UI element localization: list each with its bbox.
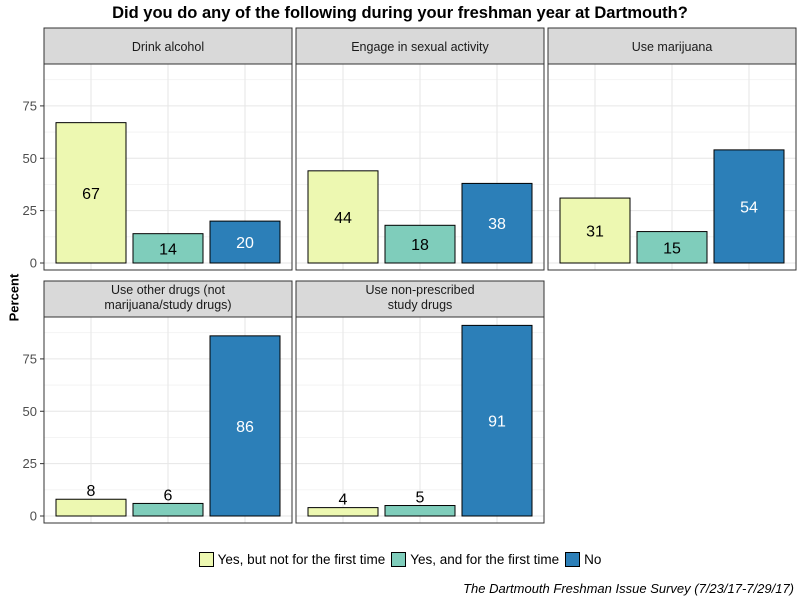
panel-title: Use non-prescribed [365, 283, 474, 297]
bar-yes-first [132, 233, 204, 264]
y-tick-label: 50 [23, 151, 37, 166]
bar-yes-not-first [55, 122, 127, 264]
bar-value-label: 20 [236, 235, 254, 252]
legend-swatch [565, 551, 581, 567]
bar-no [209, 220, 281, 264]
y-tick-label: 0 [30, 509, 37, 524]
panel-strip [43, 280, 293, 318]
legend-label: Yes, but not for the first time [217, 551, 386, 567]
bar-value-label: 38 [488, 216, 506, 233]
bar-value-label: 14 [159, 241, 177, 258]
bar-value-label: 31 [586, 224, 604, 241]
bar-value-label: 5 [416, 490, 425, 507]
panel-title: marijuana/study drugs) [104, 298, 231, 312]
panel-border [43, 316, 293, 524]
panel-title: Use marijuana [632, 40, 713, 54]
y-tick-label: 75 [23, 351, 37, 366]
bar-yes-first [636, 231, 708, 264]
bar-no [209, 335, 281, 517]
bar-value-label: 15 [663, 240, 681, 257]
source-caption: The Dartmouth Freshman Issue Survey (7/2… [463, 581, 794, 596]
bar-value-label: 67 [82, 186, 100, 203]
bar-yes-first [384, 224, 456, 264]
bar-yes-not-first [55, 498, 127, 517]
legend-label: Yes, and for the first time [410, 551, 560, 567]
panel-1: Engage in sexual activity 44 18 38 [295, 27, 545, 271]
panel-title: Use other drugs (not [111, 283, 225, 297]
panel-0: Drink alcohol 67 14 20 0 25 50 75 [23, 27, 293, 271]
bar-yes-first [132, 502, 204, 517]
legend-swatch [198, 551, 214, 567]
panel-title: Drink alcohol [132, 40, 204, 54]
legend: Yes, but not for the first time Yes, and… [0, 548, 800, 570]
legend-item-yes-not-first: Yes, but not for the first time [198, 551, 386, 567]
y-tick-label: 25 [23, 203, 37, 218]
bar-no [713, 149, 785, 264]
legend-label: No [584, 551, 602, 567]
panel-strip [547, 27, 797, 65]
y-tick-label: 75 [23, 98, 37, 113]
panel-strip [295, 27, 545, 65]
bar-value-label: 86 [236, 419, 254, 436]
bar-yes-not-first [307, 170, 379, 264]
panel-border [295, 316, 545, 524]
bar-no [461, 324, 533, 517]
chart-title: Did you do any of the following during y… [112, 4, 688, 22]
bar-value-label: 4 [339, 492, 348, 509]
legend-swatch [391, 551, 407, 567]
bar-yes-not-first [307, 507, 379, 517]
bar-yes-first [384, 505, 456, 517]
bar-yes-not-first [559, 197, 631, 264]
legend-item-yes-first: Yes, and for the first time [391, 551, 560, 567]
panel-border [43, 63, 293, 271]
legend-item-no: No [565, 551, 602, 567]
panel-strip [43, 27, 293, 65]
bar-value-label: 8 [87, 483, 96, 500]
bar-value-label: 44 [334, 210, 352, 227]
panel-border [295, 63, 545, 271]
bar-value-label: 91 [488, 414, 506, 431]
bar-value-label: 18 [411, 237, 429, 254]
bar-no [461, 182, 533, 264]
y-tick-label: 50 [23, 404, 37, 419]
panel-strip [295, 280, 545, 318]
bar-value-label: 6 [164, 487, 173, 504]
y-tick-label: 25 [23, 456, 37, 471]
y-tick-label: 0 [30, 256, 37, 271]
panel-2: Use marijuana 31 15 54 [547, 27, 797, 271]
panel-border [547, 63, 797, 271]
bar-value-label: 54 [740, 199, 758, 216]
panel-title: study drugs [388, 298, 453, 312]
panel-title: Engage in sexual activity [351, 40, 489, 54]
